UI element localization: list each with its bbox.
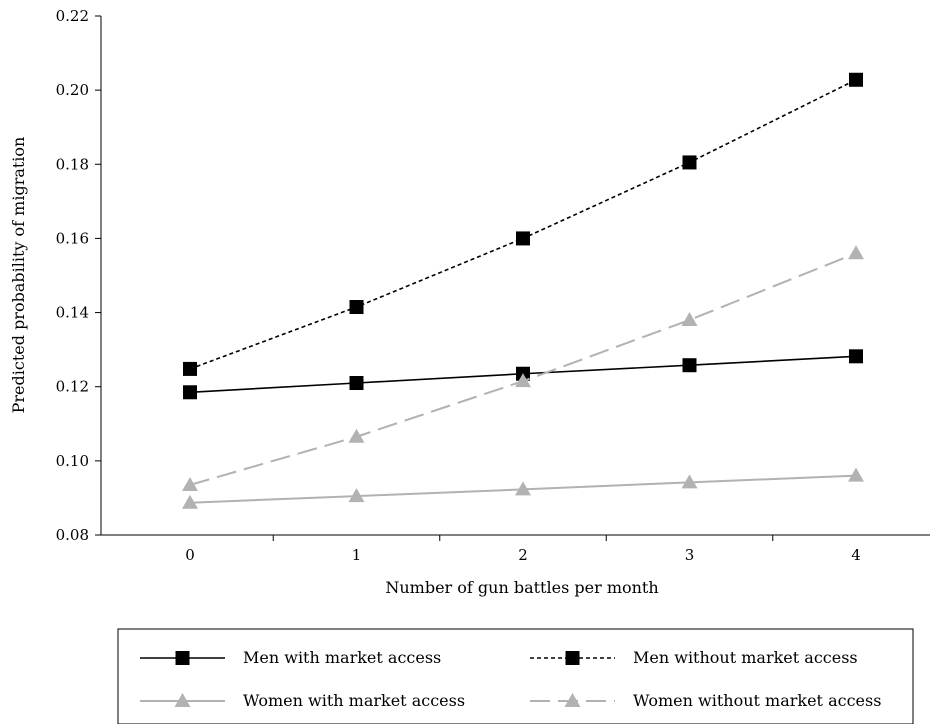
- series-1: [183, 72, 863, 376]
- data-point: [348, 428, 365, 443]
- y-tick-label: 0.14: [56, 304, 89, 322]
- data-point: [515, 373, 531, 388]
- data-point: [516, 231, 530, 246]
- axes: [100, 16, 930, 536]
- data-point: [183, 361, 197, 376]
- data-point: [849, 349, 863, 364]
- legend-marker: [564, 693, 581, 707]
- legend-marker: [175, 651, 190, 665]
- x-tick-label: 0: [185, 546, 195, 564]
- y-tick-label: 0.08: [56, 526, 89, 544]
- data-point: [183, 385, 197, 400]
- data-point: [848, 467, 864, 482]
- legend-label: Men without market access: [633, 648, 858, 667]
- y-tick-label: 0.18: [56, 155, 89, 173]
- series-line: [189, 79, 857, 370]
- x-tick-label: 4: [851, 546, 861, 564]
- data-point: [348, 488, 365, 503]
- legend-item: Women with market access: [140, 691, 465, 710]
- legend-marker: [565, 651, 580, 665]
- data-point: [681, 311, 698, 326]
- data-point: [849, 72, 863, 87]
- data-point: [848, 245, 864, 260]
- y-tick-label: 0.22: [56, 7, 89, 25]
- series-3: [182, 245, 864, 491]
- data-point: [182, 476, 198, 491]
- legend-box: [117, 628, 914, 724]
- x-ticks: 0 1 2 3 4: [185, 535, 861, 564]
- legend-item: Men with market access: [140, 648, 441, 667]
- y-tick-label: 0.12: [56, 378, 89, 396]
- legend-marker: [174, 693, 191, 707]
- x-tick-label: 1: [352, 546, 362, 564]
- series-group: [182, 72, 864, 509]
- y-tick-label: 0.16: [56, 229, 89, 247]
- y-tick-label: 0.10: [56, 452, 89, 470]
- legend-label: Women with market access: [243, 691, 465, 710]
- data-point: [349, 376, 364, 391]
- x-tick-label: 3: [685, 546, 695, 564]
- series-2: [182, 467, 864, 509]
- data-point: [349, 300, 364, 315]
- legend-label: Women without market access: [633, 691, 881, 710]
- y-ticks: 0.08 0.10 0.12 0.14 0.16 0.18 0.20 0.22: [56, 7, 101, 544]
- data-point: [682, 155, 697, 170]
- y-tick-label: 0.20: [56, 81, 89, 99]
- y-axis-label: Predicted probability of migration: [9, 137, 28, 414]
- x-axis-label: Number of gun battles per month: [385, 578, 658, 597]
- data-point: [182, 494, 198, 509]
- legend-item: Women without market access: [530, 691, 881, 710]
- legend-item: Men without market access: [530, 648, 858, 667]
- legend: Men with market access Men without market…: [117, 628, 914, 724]
- x-tick-label: 2: [518, 546, 528, 564]
- data-point: [681, 474, 698, 489]
- legend-label: Men with market access: [243, 648, 441, 667]
- data-point: [515, 481, 531, 496]
- data-point: [682, 358, 697, 373]
